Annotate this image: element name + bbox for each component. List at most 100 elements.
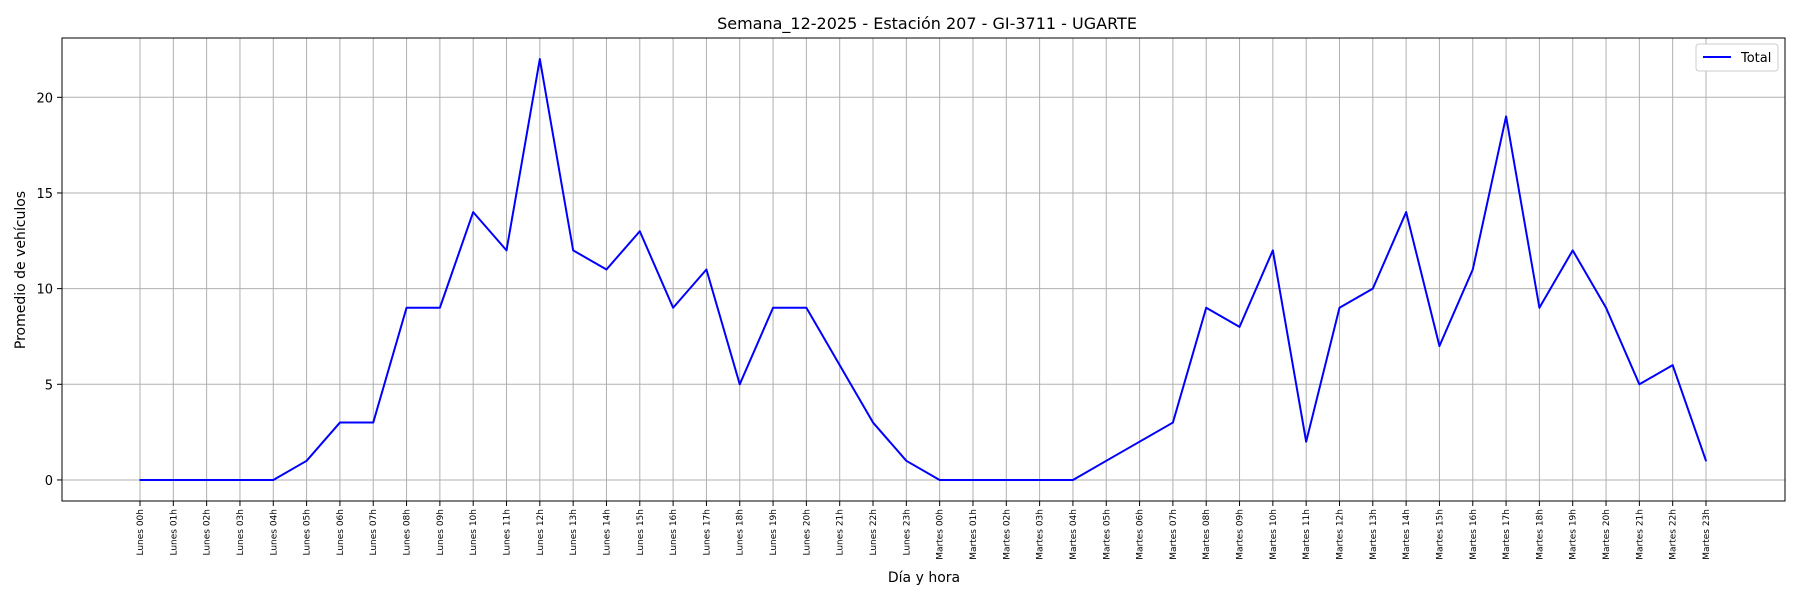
x-tick-label: Lunes 20h (802, 509, 812, 556)
data-point (205, 479, 208, 481)
x-tick-label: Martes 02h (1002, 509, 1012, 560)
data-point (472, 211, 474, 213)
x-tick-label: Lunes 03h (236, 509, 246, 556)
data-point (1005, 479, 1008, 481)
x-tick-label: Lunes 19h (769, 509, 779, 556)
x-tick-label: Lunes 23h (902, 509, 912, 556)
data-point (1372, 287, 1374, 290)
x-axis-label: Día y hora (888, 570, 960, 586)
x-tick-label: Martes 13h (1369, 509, 1379, 560)
x-tick-label: Martes 18h (1535, 509, 1545, 560)
chart-title: Semana_12-2025 - Estación 207 - GI-3711 … (717, 14, 1137, 34)
x-tick-label: Martes 14h (1402, 509, 1412, 560)
x-tick-label: Martes 15h (1435, 509, 1445, 560)
y-axis: 0 5 10 15 20 (36, 91, 62, 489)
data-point (239, 479, 241, 481)
data-point (1305, 440, 1307, 443)
data-point (605, 268, 608, 271)
series-line-total (140, 58, 1707, 481)
x-tick-label: Lunes 02h (203, 509, 213, 556)
x-tick-label: Lunes 17h (702, 509, 712, 556)
grid (62, 38, 1785, 501)
data-point (1405, 211, 1407, 213)
data-point (1238, 326, 1241, 328)
x-tick-label: Lunes 00h (136, 509, 146, 556)
x-tick-label: Martes 21h (1635, 509, 1645, 560)
data-point (1338, 306, 1341, 309)
data-point (539, 58, 541, 60)
y-tick-label: 15 (36, 187, 53, 202)
x-tick-label: Martes 12h (1335, 509, 1345, 560)
data-point (905, 460, 908, 462)
x-tick-label: Lunes 09h (436, 509, 446, 556)
y-tick-label: 20 (36, 91, 53, 106)
data-point (1138, 440, 1141, 443)
data-point (1105, 460, 1108, 462)
x-tick-label: Martes 23h (1702, 509, 1712, 560)
x-tick-label: Lunes 08h (403, 509, 413, 556)
data-point (1605, 306, 1607, 309)
x-tick-label: Lunes 01h (169, 509, 179, 556)
data-point (572, 249, 574, 252)
data-point (172, 479, 175, 481)
x-tick-label: Lunes 22h (869, 509, 879, 556)
x-tick-label: Lunes 14h (602, 509, 612, 556)
x-tick-label: Martes 06h (1136, 509, 1146, 560)
data-point (1471, 268, 1474, 271)
x-tick-label: Lunes 21h (836, 509, 846, 556)
data-point (1205, 306, 1208, 309)
data-point (405, 306, 408, 309)
data-point (638, 230, 641, 233)
x-tick-label: Lunes 13h (569, 509, 579, 556)
x-tick-label: Martes 01h (969, 509, 979, 560)
data-point (1538, 306, 1541, 309)
y-axis-label: Promedio de vehículos (13, 191, 29, 349)
data-point (1571, 249, 1574, 252)
x-tick-label: Martes 10h (1269, 509, 1279, 560)
data-point (838, 364, 841, 366)
y-tick-label: 0 (45, 474, 53, 489)
x-tick-label: Martes 08h (1202, 509, 1212, 560)
data-point (1072, 479, 1074, 481)
x-axis: Lunes 00h Lunes 01h Lunes 02h Lunes 03h Lune… (136, 501, 1712, 560)
x-tick-label: Lunes 16h (669, 509, 679, 556)
data-point (1038, 479, 1041, 481)
data-point (1172, 421, 1174, 424)
series-layer (139, 58, 1707, 481)
y-tick-label: 10 (36, 283, 53, 298)
x-tick-label: Martes 17h (1502, 509, 1512, 560)
x-tick-label: Lunes 11h (503, 509, 513, 556)
data-point (272, 479, 275, 481)
data-point (339, 421, 341, 424)
x-tick-label: Martes 03h (1036, 509, 1046, 560)
data-point (705, 268, 708, 271)
plot-area (61, 37, 1786, 502)
data-point (305, 460, 308, 462)
x-tick-label: Lunes 12h (536, 509, 546, 556)
x-tick-label: Lunes 06h (336, 509, 346, 556)
data-point (439, 306, 441, 309)
data-point (505, 249, 508, 252)
x-tick-label: Lunes 05h (303, 509, 313, 556)
data-point (139, 479, 141, 481)
x-tick-label: Lunes 07h (369, 509, 379, 556)
x-tick-label: Martes 16h (1469, 509, 1479, 560)
x-tick-label: Martes 19h (1569, 509, 1579, 560)
data-point (805, 306, 808, 309)
legend-label-total: Total (1740, 51, 1771, 66)
data-point (1671, 364, 1674, 366)
x-tick-label: Martes 00h (936, 509, 946, 560)
x-tick-label: Martes 04h (1069, 509, 1079, 560)
x-tick-label: Martes 09h (1236, 509, 1246, 560)
x-tick-label: Martes 22h (1669, 509, 1679, 560)
legend: Total (1695, 43, 1779, 72)
data-point (672, 306, 674, 309)
x-tick-label: Martes 20h (1602, 509, 1612, 560)
x-tick-label: Martes 07h (1169, 509, 1179, 560)
data-point (972, 479, 974, 481)
legend-box (1695, 43, 1779, 72)
data-point (938, 479, 941, 481)
x-tick-label: Martes 11h (1302, 509, 1312, 560)
